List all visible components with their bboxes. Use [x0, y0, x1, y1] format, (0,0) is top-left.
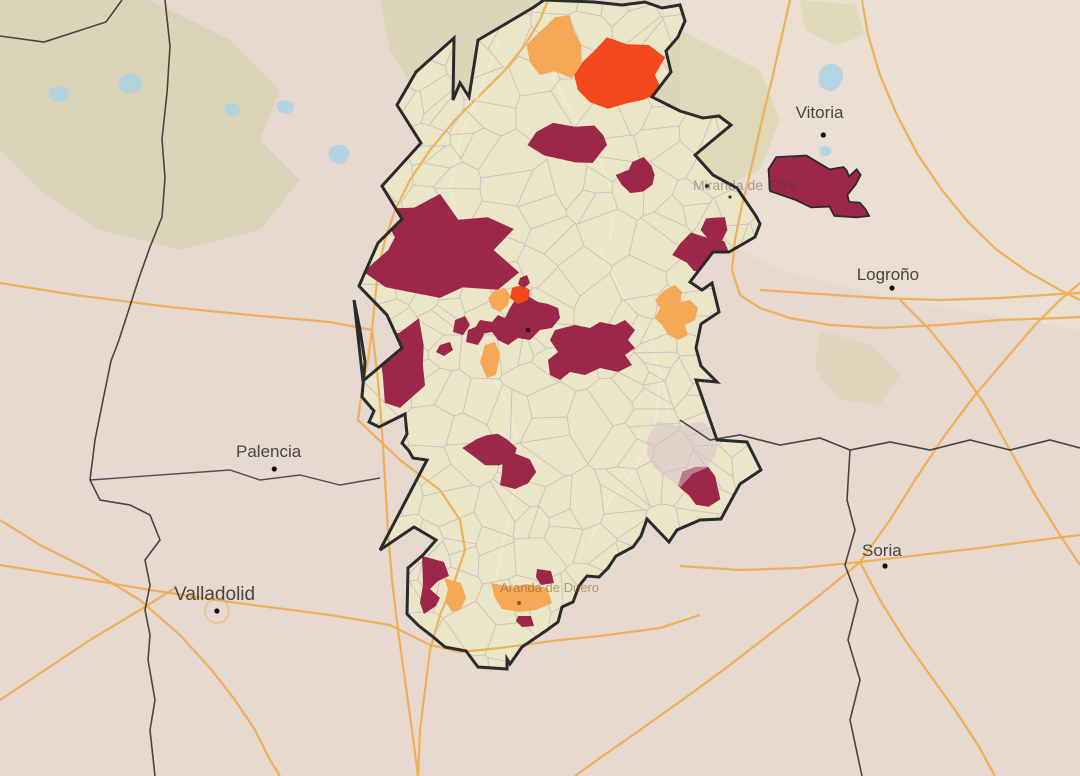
svg-text:Soria: Soria [862, 541, 902, 560]
svg-text:Logroño: Logroño [857, 265, 919, 284]
svg-text:Palencia: Palencia [236, 442, 302, 461]
svg-text:Aranda de Duero: Aranda de Duero [500, 580, 599, 595]
svg-text:Valladolid: Valladolid [174, 584, 255, 605]
svg-text:Vitoria: Vitoria [796, 103, 844, 122]
